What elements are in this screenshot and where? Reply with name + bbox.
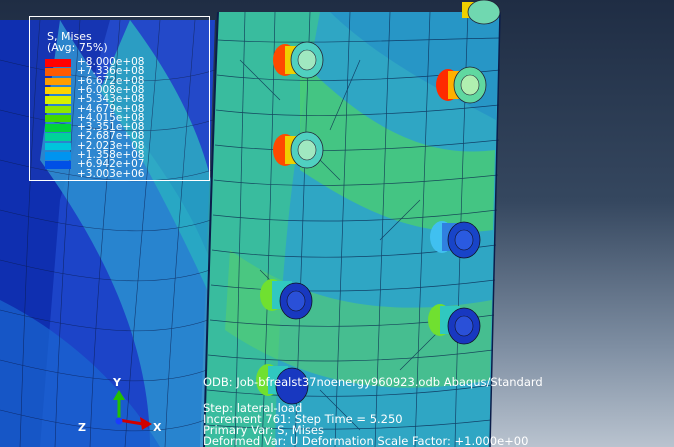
legend-value: +8.000e+08 — [77, 56, 145, 68]
legend-swatch — [45, 59, 71, 67]
flange-green-zone-2 — [225, 250, 492, 388]
legend-value: +3.003e+06 — [77, 167, 145, 180]
triad-y-label: Y — [113, 376, 121, 389]
legend-value: +2.687e+08 — [77, 130, 145, 143]
legend-value: +1.358e+08 — [77, 149, 145, 161]
legend-swatch — [45, 77, 71, 86]
legend-swatch — [45, 68, 71, 76]
triad-x-label: X — [153, 421, 162, 434]
legend-value: +6.008e+08 — [77, 83, 145, 96]
column-mesh — [0, 19, 216, 447]
legend-value: +4.679e+08 — [77, 102, 145, 115]
legend-swatch — [45, 142, 71, 151]
bolt — [273, 131, 324, 169]
stress-band-teal — [100, 20, 215, 300]
legend-value: +6.942e+07 — [77, 158, 145, 171]
legend-value: +6.672e+08 — [77, 74, 145, 87]
legend-swatch — [45, 105, 71, 113]
flange-green-band — [204, 12, 320, 447]
bolt — [256, 364, 309, 405]
bolt — [462, 0, 501, 25]
contour-legend: S, Mises (Avg: 75%) +8.000e+08 +7.336e+08… — [29, 16, 210, 181]
legend-swatch — [45, 86, 71, 95]
bolt — [436, 66, 487, 104]
legend-value: +4.015e+08 — [77, 111, 145, 124]
triad-z-label: Z — [78, 421, 86, 434]
legend-value: +2.023e+08 — [77, 139, 145, 152]
bolt — [430, 221, 481, 259]
view-triad — [113, 390, 152, 430]
odb-info: ODB: Job-bfrealst37noenergy960923.odb Ab… — [203, 375, 543, 389]
legend-swatch — [45, 114, 71, 123]
deformed-var-info: Deformed Var: U Deformation Scale Factor… — [203, 434, 529, 447]
legend-swatch — [45, 133, 71, 141]
legend-swatch — [45, 124, 71, 132]
flange-green-zone — [300, 60, 495, 232]
increment-info: Increment 761: Step Time = 5.250 — [203, 412, 403, 426]
primary-var-info: Primary Var: S, Mises — [203, 423, 324, 437]
bolt — [260, 279, 313, 320]
legend-swatch — [45, 161, 71, 169]
legend-swatch — [45, 96, 71, 104]
legend-swatch — [45, 152, 71, 160]
bolt — [273, 41, 324, 79]
legend-value: +7.336e+08 — [77, 65, 145, 78]
legend-subtitle: (Avg: 75%) — [47, 41, 108, 54]
legend-value: +5.343e+08 — [77, 93, 145, 106]
legend-value: +3.351e+08 — [77, 121, 145, 134]
bolt — [428, 304, 481, 345]
legend-title: S, Mises — [47, 30, 92, 43]
step-info: Step: lateral-load — [203, 401, 303, 415]
